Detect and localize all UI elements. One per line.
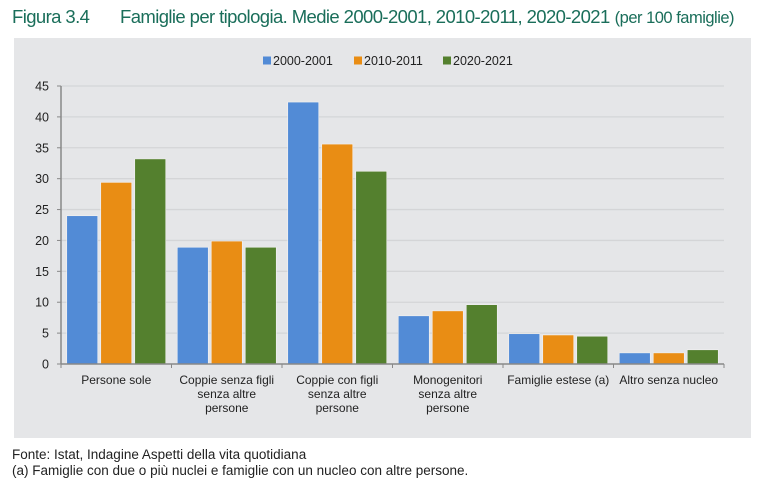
- legend-label: 2010-2011: [364, 54, 423, 68]
- figure-footer: Fonte: Istat, Indagine Aspetti della vit…: [12, 447, 468, 479]
- bar: [210, 240, 243, 365]
- x-tick-label: senza altre: [197, 387, 256, 401]
- x-tick-label: Persone sole: [81, 373, 151, 387]
- bar: [618, 352, 651, 365]
- legend-swatch: [443, 56, 451, 65]
- y-tick-label: 40: [35, 110, 49, 124]
- x-tick-label: persone: [426, 401, 470, 415]
- bar: [542, 334, 575, 365]
- x-tick-label: Altro senza nucleo: [619, 373, 718, 387]
- bar: [652, 352, 685, 365]
- figure-title-row: Figura 3.4 Famiglie per tipologia. Medie…: [12, 6, 735, 32]
- footnote-a: (a) Famiglie con due o più nuclei e fami…: [12, 463, 469, 478]
- y-tick-label: 0: [42, 358, 49, 372]
- figure-unit: (per 100 famiglie): [614, 9, 735, 27]
- x-tick-label: senza altre: [418, 387, 477, 401]
- y-tick-label: 25: [35, 203, 49, 217]
- bar: [355, 170, 388, 365]
- bar: [686, 349, 719, 365]
- x-tick-label: senza altre: [308, 387, 367, 401]
- bar: [465, 304, 498, 365]
- bar: [431, 310, 464, 365]
- legend-swatch: [263, 56, 271, 65]
- y-tick-label: 5: [42, 327, 49, 341]
- bar: [397, 315, 430, 365]
- x-tick-label: persone: [205, 401, 249, 415]
- figure-label: Figura 3.4: [12, 6, 90, 27]
- x-tick-label: Coppie con figli: [296, 373, 378, 387]
- legend-swatch: [354, 56, 362, 65]
- y-tick-label: 30: [35, 172, 49, 186]
- y-tick-label: 10: [35, 296, 49, 310]
- bar: [508, 333, 541, 365]
- bar: [321, 143, 354, 365]
- x-tick-label: Famiglie estese (a): [507, 373, 609, 387]
- bar: [576, 335, 609, 365]
- bar: [244, 246, 277, 365]
- x-tick-label: Monogenitori: [413, 373, 482, 387]
- bar: [287, 101, 320, 365]
- x-tick-label: persone: [316, 401, 360, 415]
- legend-label: 2020-2021: [453, 54, 513, 68]
- source-note: Fonte: Istat, Indagine Aspetti della vit…: [12, 447, 307, 462]
- legend-label: 2000-2001: [273, 54, 333, 68]
- x-tick-label: Coppie senza figli: [179, 373, 274, 387]
- bar: [134, 158, 167, 365]
- bar: [176, 246, 209, 365]
- y-tick-label: 15: [35, 265, 49, 279]
- y-tick-label: 45: [35, 80, 49, 94]
- y-tick-label: 20: [35, 234, 49, 248]
- figure-title: Famiglie per tipologia. Medie 2000-2001,…: [120, 6, 610, 27]
- bar-chart: 0 5 10 15 20 25 30 35 40 45 Persone sole Coppie sen…: [35, 54, 725, 415]
- bar: [66, 215, 99, 365]
- bar: [100, 182, 133, 365]
- y-tick-label: 35: [35, 141, 49, 155]
